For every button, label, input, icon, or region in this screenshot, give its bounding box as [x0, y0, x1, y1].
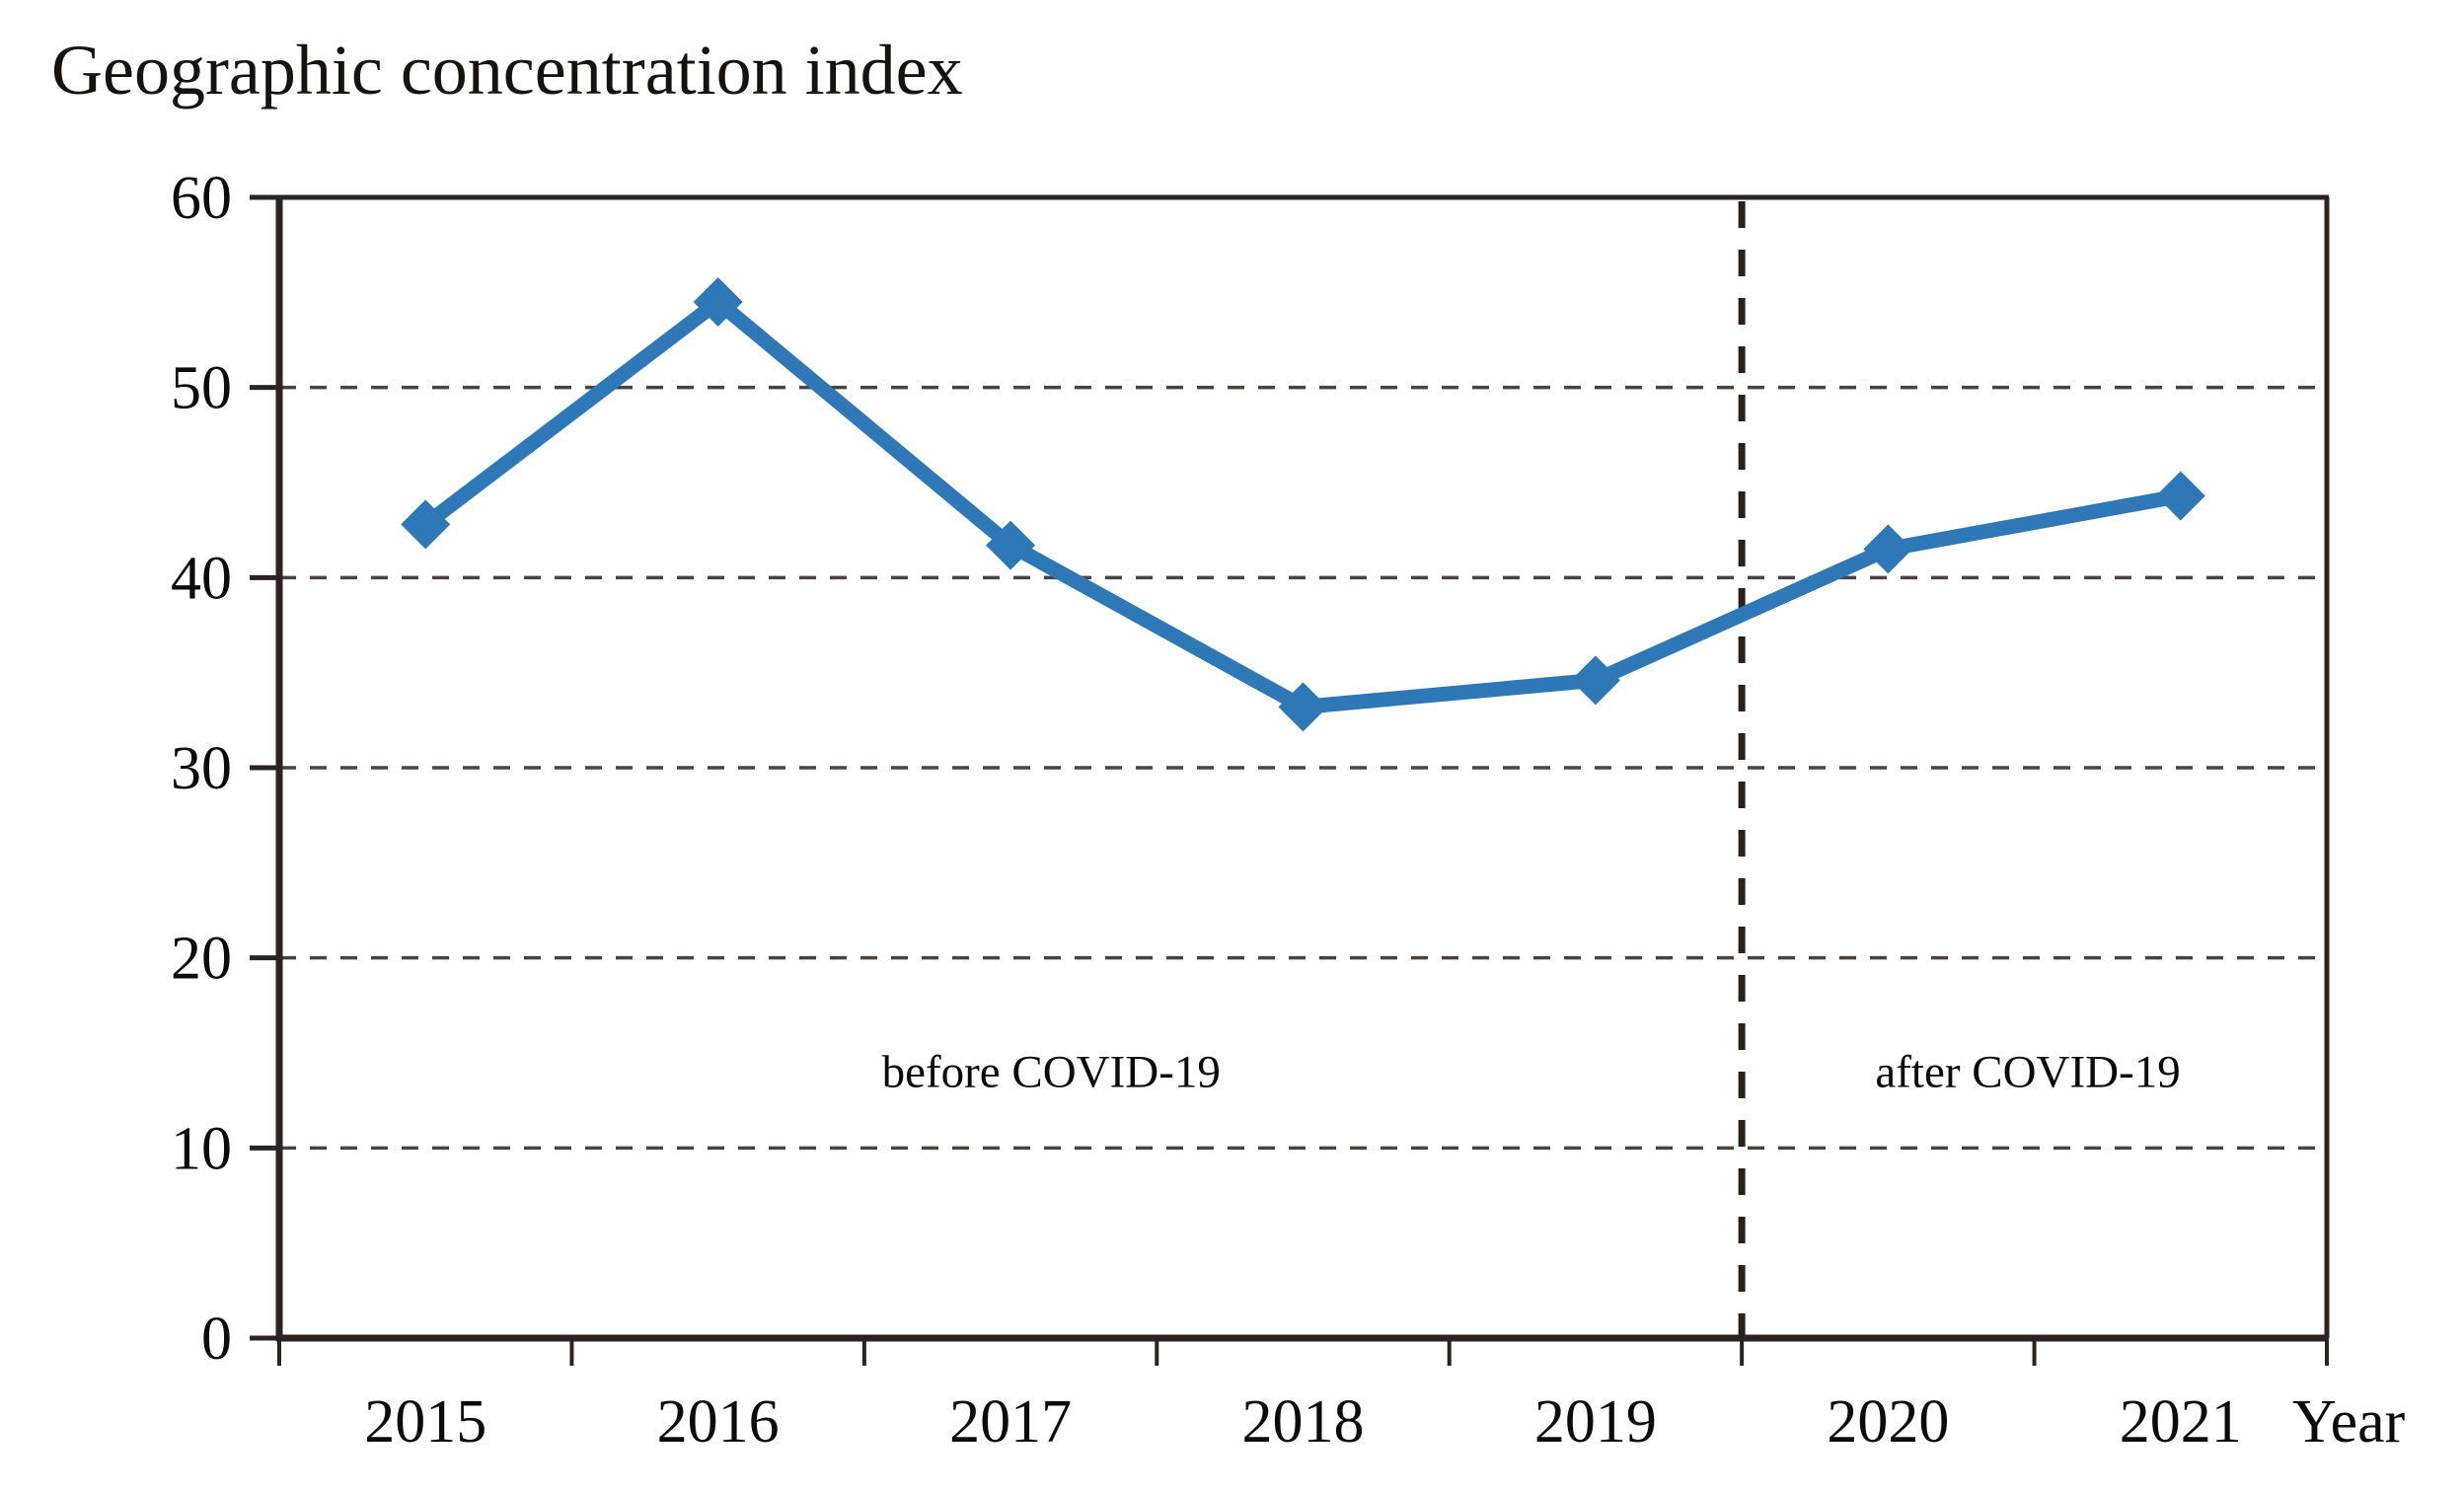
- x-label-2020: 2020: [1827, 1388, 1949, 1456]
- y-tick-label-30: 30: [171, 735, 232, 802]
- y-tick-label-50: 50: [171, 355, 232, 422]
- data-point-2015: [401, 499, 451, 550]
- annotation-before-covid: before COVID-19: [882, 1046, 1221, 1097]
- y-tick-label-20: 20: [171, 926, 232, 993]
- series-line: [417, 294, 2189, 714]
- x-label-2016: 2016: [657, 1388, 780, 1456]
- annotation-after-covid: after COVID-19: [1875, 1046, 2180, 1097]
- x-label-2018: 2018: [1242, 1388, 1365, 1456]
- x-label-2017: 2017: [949, 1388, 1072, 1456]
- data-point-2018: [1278, 682, 1328, 732]
- data-point-2021: [2155, 471, 2205, 521]
- y-tick-label-10: 10: [171, 1115, 232, 1182]
- data-point-2016: [693, 276, 743, 327]
- chart-title: Geographic concentration index: [51, 31, 963, 110]
- x-label-2019: 2019: [1534, 1388, 1657, 1456]
- y-tick-label-60: 60: [171, 165, 232, 232]
- data-point-2020: [1863, 524, 1913, 574]
- y-tick-label-0: 0: [201, 1306, 232, 1373]
- x-label-2021: 2021: [2120, 1388, 2242, 1456]
- data-point-2017: [986, 520, 1036, 570]
- x-label-2015: 2015: [364, 1388, 486, 1456]
- y-tick-label-40: 40: [171, 545, 232, 612]
- data-point-2019: [1570, 655, 1620, 706]
- x-axis-title: Year: [2292, 1388, 2406, 1456]
